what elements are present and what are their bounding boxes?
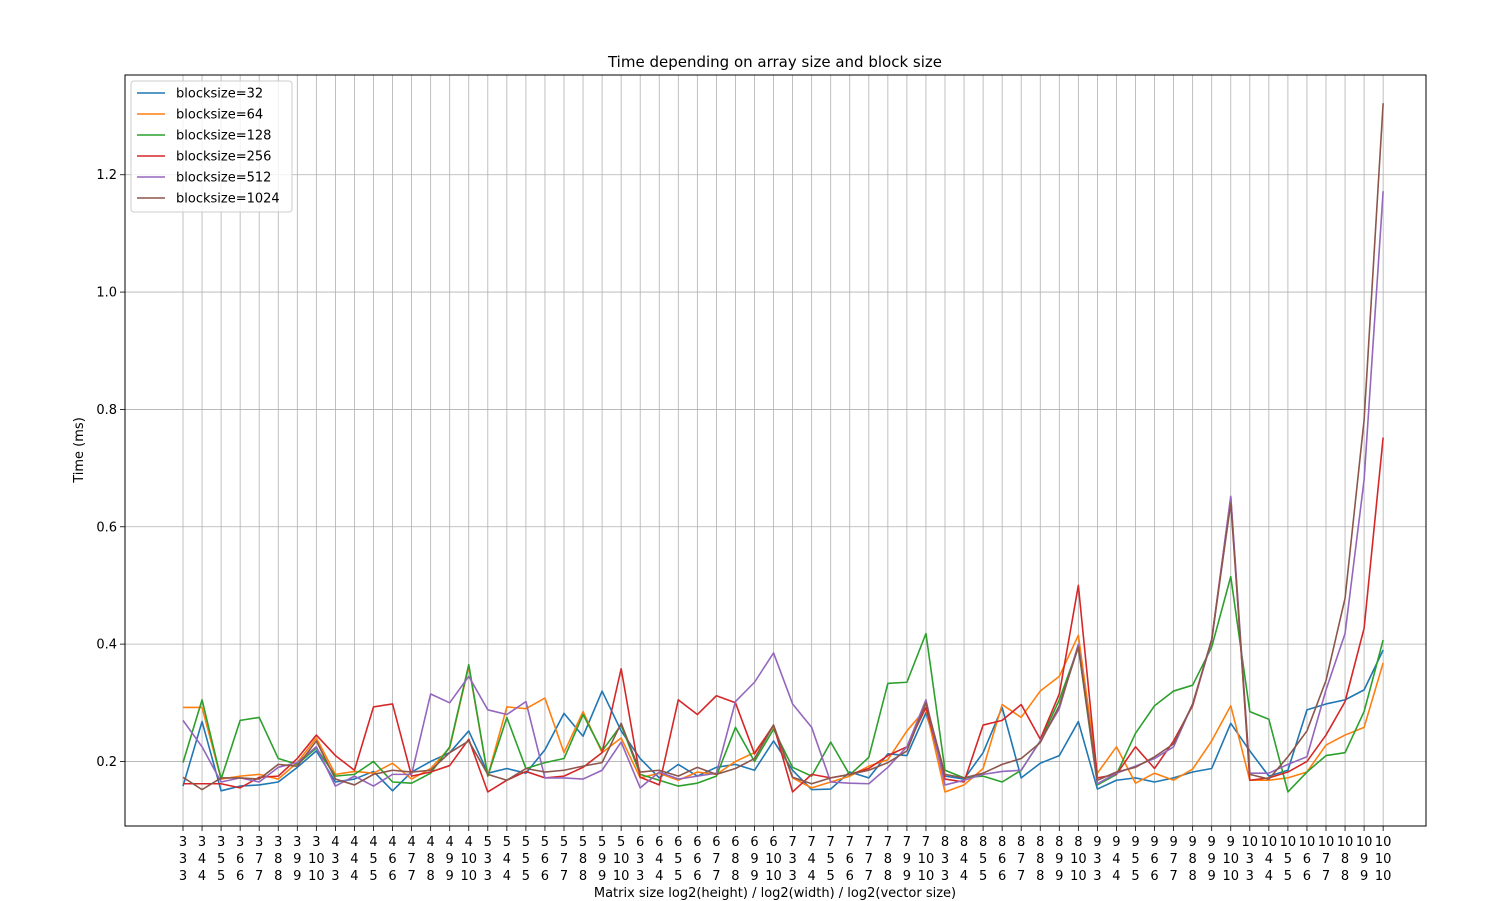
x-tick-label: 10 5 5 bbox=[1280, 835, 1297, 884]
legend-entry: blocksize=256 bbox=[176, 150, 271, 165]
x-tick-label: 3 10 10 bbox=[308, 835, 325, 884]
legend-box bbox=[130, 80, 293, 213]
legend-entry: blocksize=1024 bbox=[176, 192, 280, 207]
y-tick-label: 0.6 bbox=[96, 520, 117, 535]
series-lines bbox=[182, 103, 1384, 793]
y-tick-label: 1.2 bbox=[96, 168, 117, 183]
x-axis-ticks: 3 3 3 3 4 4 3 5 5 3 6 6 3 7 7 3 8 8 3 9 9 3 10 10 4 3 3 4 4 4 4 5 5 4 6 6 4 7… bbox=[179, 826, 1392, 884]
series-line bbox=[182, 103, 1384, 791]
legend-entry: blocksize=128 bbox=[176, 129, 271, 144]
x-tick-label: 9 10 10 bbox=[1222, 835, 1239, 884]
x-tick-label: 10 7 7 bbox=[1318, 835, 1335, 884]
x-tick-label: 10 10 10 bbox=[1375, 835, 1392, 884]
y-axis-label: Time (ms) bbox=[72, 417, 87, 484]
y-tick-label: 0.8 bbox=[96, 403, 117, 418]
plot-frame bbox=[124, 74, 1427, 827]
legend-entry: blocksize=64 bbox=[176, 108, 263, 123]
x-axis-label: Matrix size log2(height) / log2(width) /… bbox=[594, 886, 956, 901]
x-tick-label: 4 10 10 bbox=[460, 835, 477, 884]
x-tick-label: 10 9 9 bbox=[1356, 835, 1373, 884]
x-tick-label: 7 10 10 bbox=[918, 835, 935, 884]
legend-entry: blocksize=32 bbox=[176, 87, 263, 102]
chart-title: Time depending on array size and block s… bbox=[607, 53, 942, 71]
x-tick-label: 5 10 10 bbox=[613, 835, 630, 884]
legend: blocksize=32 blocksize=64 blocksize=128 blo… bbox=[130, 80, 293, 213]
x-tick-label: 6 10 10 bbox=[765, 835, 782, 884]
x-tick-label: 8 10 10 bbox=[1070, 835, 1087, 884]
x-tick-label: 10 8 8 bbox=[1337, 835, 1354, 884]
y-axis-ticks: 0.2 0.4 0.6 0.8 1.0 1.2 bbox=[96, 168, 125, 770]
y-tick-label: 0.2 bbox=[96, 755, 117, 770]
x-tick-label: 10 4 4 bbox=[1261, 835, 1278, 884]
legend-entry: blocksize=512 bbox=[176, 171, 271, 186]
y-tick-label: 0.4 bbox=[96, 638, 117, 653]
y-tick-label: 1.0 bbox=[96, 286, 117, 301]
x-tick-label: 10 3 3 bbox=[1242, 835, 1259, 884]
x-tick-label: 10 6 6 bbox=[1299, 835, 1316, 884]
